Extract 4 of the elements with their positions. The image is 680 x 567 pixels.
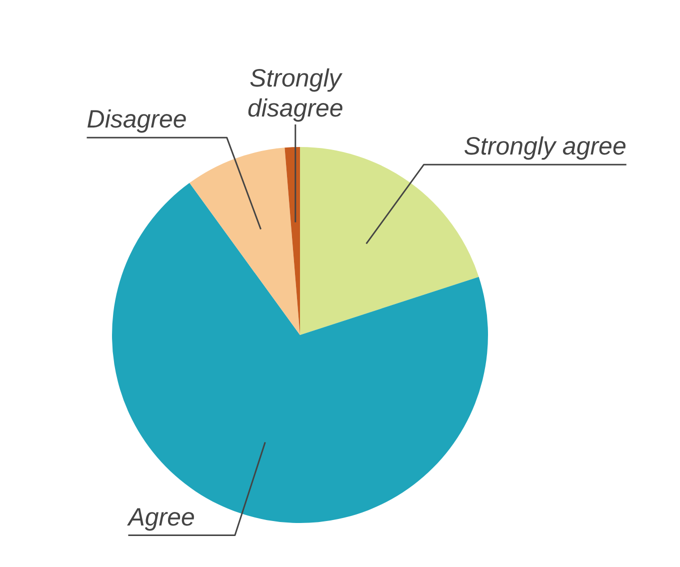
slice-label: Strongly agree [464,132,626,161]
slice-label: Agree [126,503,195,532]
slice-label: Strongly disagree [247,64,344,122]
slice-label: Disagree [86,106,187,134]
